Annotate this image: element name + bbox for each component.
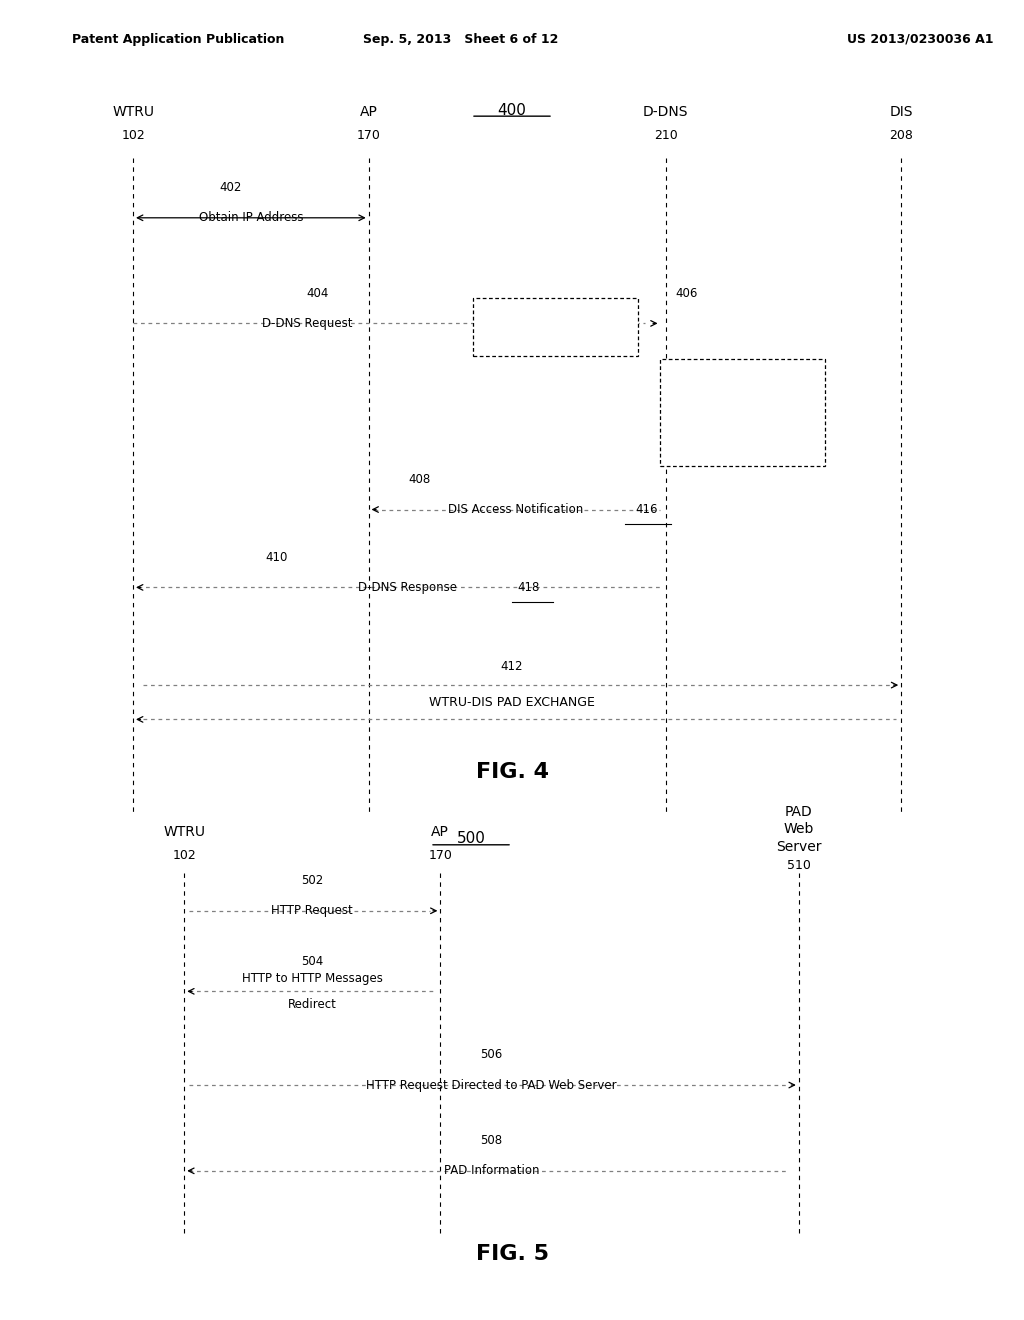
Text: DIS Name: DIS Name — [485, 317, 548, 330]
Text: Server: Server — [776, 841, 821, 854]
Text: AP: AP — [359, 106, 378, 119]
Text: 500: 500 — [457, 830, 485, 846]
Text: Patent Application Publication: Patent Application Publication — [72, 33, 284, 46]
Text: AP: AP — [431, 825, 450, 838]
Text: 506: 506 — [480, 1048, 503, 1061]
Text: WTRU: WTRU — [163, 825, 206, 838]
Text: process: process — [720, 453, 766, 466]
Text: HTTP Request: HTTP Request — [271, 904, 353, 917]
Text: 504: 504 — [301, 954, 324, 968]
Text: 102: 102 — [172, 849, 197, 862]
Text: 416: 416 — [635, 503, 657, 516]
Text: Resolution: Resolution — [712, 425, 774, 438]
Text: 170: 170 — [428, 849, 453, 862]
Text: 418: 418 — [517, 581, 540, 594]
Text: Obtain IP Address: Obtain IP Address — [199, 211, 303, 224]
FancyBboxPatch shape — [473, 298, 638, 356]
Text: 414: 414 — [548, 317, 570, 330]
Text: 208: 208 — [889, 129, 913, 143]
Text: WTRU: WTRU — [112, 106, 155, 119]
Text: Web: Web — [783, 822, 814, 836]
Text: D-DNS Request: D-DNS Request — [262, 317, 352, 330]
Text: HTTP Request Directed to PAD Web Server: HTTP Request Directed to PAD Web Server — [367, 1078, 616, 1092]
Text: 102: 102 — [121, 129, 145, 143]
Text: FIG. 4: FIG. 4 — [475, 762, 549, 783]
Text: D-DNS: D-DNS — [643, 106, 688, 119]
Text: 408: 408 — [409, 473, 431, 486]
Text: DIS Access Notification: DIS Access Notification — [447, 503, 587, 516]
Text: 412: 412 — [501, 660, 523, 673]
Text: 508: 508 — [480, 1134, 503, 1147]
Text: DIS name: DIS name — [715, 397, 771, 411]
Text: DIS: DIS — [890, 106, 912, 119]
Text: US 2013/0230036 A1: US 2013/0230036 A1 — [847, 33, 993, 46]
Text: Redirect: Redirect — [288, 998, 337, 1011]
Text: 400: 400 — [498, 103, 526, 119]
Text: 404: 404 — [306, 286, 329, 300]
Text: 410: 410 — [265, 550, 288, 564]
Text: 406: 406 — [676, 286, 698, 300]
Text: HTTP to HTTP Messages: HTTP to HTTP Messages — [242, 972, 383, 985]
Text: 502: 502 — [301, 874, 324, 887]
Text: 210: 210 — [653, 129, 678, 143]
Text: 510: 510 — [786, 859, 811, 873]
Text: PAD: PAD — [784, 805, 813, 818]
Text: PAD Information: PAD Information — [443, 1164, 540, 1177]
Text: WTRU-DIS PAD EXCHANGE: WTRU-DIS PAD EXCHANGE — [429, 696, 595, 709]
Text: 170: 170 — [356, 129, 381, 143]
Text: D-DNS Response: D-DNS Response — [358, 581, 461, 594]
Text: 402: 402 — [219, 181, 242, 194]
FancyBboxPatch shape — [660, 359, 825, 466]
Text: FIG. 5: FIG. 5 — [475, 1243, 549, 1265]
Text: Sep. 5, 2013   Sheet 6 of 12: Sep. 5, 2013 Sheet 6 of 12 — [364, 33, 558, 46]
